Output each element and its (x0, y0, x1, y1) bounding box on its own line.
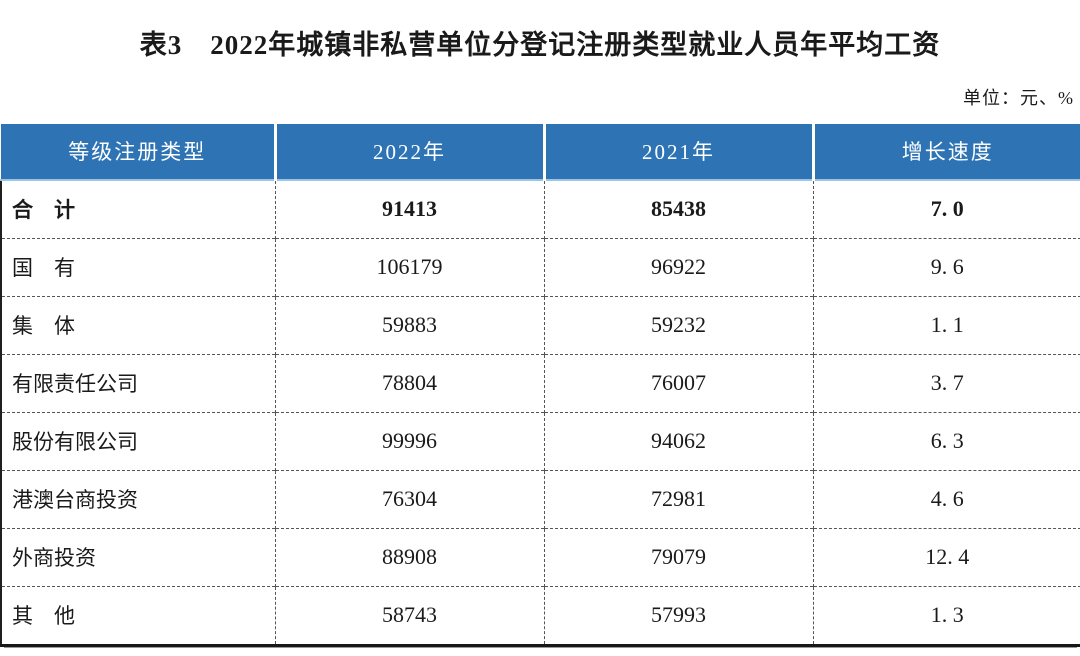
wage-table: 等级注册类型 2022年 2021年 增长速度 合 计 91413 85438 … (0, 123, 1080, 647)
cell-2022-value: 78804 (274, 353, 544, 412)
cell-2022-value: 88908 (274, 527, 544, 586)
column-header-growth: 增长速度 (811, 123, 1080, 181)
column-header-2021: 2021年 (542, 123, 813, 181)
cell-growth-rate: 9. 6 (812, 237, 1080, 296)
cell-2022-value: 91413 (274, 179, 544, 238)
cell-2022-value: 106179 (274, 237, 544, 296)
row-category: 股份有限公司 (0, 411, 275, 470)
table-header: 等级注册类型 2022年 2021年 增长速度 (1, 123, 1080, 181)
cell-2021-value: 76007 (543, 353, 813, 412)
table-row: 外商投资 88908 79079 12. 4 (0, 527, 1080, 586)
table-row: 股份有限公司 99996 94062 6. 3 (0, 411, 1080, 470)
column-header-2022: 2022年 (273, 123, 544, 181)
cell-2021-value: 59232 (543, 295, 813, 354)
row-category: 合 计 (0, 179, 275, 238)
cell-growth-rate: 4. 6 (812, 469, 1080, 528)
page-title: 表3 2022年城镇非私营单位分登记注册类型就业人员年平均工资 (139, 30, 941, 60)
row-category: 国 有 (0, 237, 275, 296)
table-row: 其 他 58743 57993 1. 3 (0, 585, 1080, 645)
row-category: 港澳台商投资 (0, 469, 275, 528)
table-body: 合 计 91413 85438 7. 0 国 有 106179 96922 9.… (0, 179, 1080, 645)
cell-2021-value: 72981 (543, 469, 813, 528)
cell-growth-rate: 3. 7 (812, 353, 1080, 412)
table-row: 国 有 106179 96922 9. 6 (0, 237, 1080, 296)
row-category: 外商投资 (0, 527, 275, 586)
row-category: 有限责任公司 (0, 353, 275, 412)
cell-2022-value: 99996 (274, 411, 544, 470)
cell-growth-rate: 7. 0 (812, 179, 1080, 238)
table-row: 有限责任公司 78804 76007 3. 7 (0, 353, 1080, 412)
cell-growth-rate: 6. 3 (812, 411, 1080, 470)
cell-2022-value: 76304 (274, 469, 544, 528)
cell-growth-rate: 1. 1 (812, 295, 1080, 354)
row-category: 其 他 (0, 585, 275, 645)
cell-2021-value: 85438 (543, 179, 813, 238)
table-header-row: 等级注册类型 2022年 2021年 增长速度 (1, 123, 1080, 181)
column-header-category: 等级注册类型 (1, 123, 275, 181)
cell-2022-value: 58743 (274, 585, 544, 645)
cell-2021-value: 94062 (543, 411, 813, 470)
cell-2021-value: 57993 (543, 585, 813, 645)
cell-2022-value: 59883 (274, 295, 544, 354)
table-row: 港澳台商投资 76304 72981 4. 6 (0, 469, 1080, 528)
cell-2021-value: 79079 (543, 527, 813, 586)
row-category: 集 体 (0, 295, 275, 354)
cell-growth-rate: 1. 3 (812, 585, 1080, 645)
cell-2021-value: 96922 (543, 237, 813, 296)
table-row: 合 计 91413 85438 7. 0 (0, 179, 1080, 238)
cell-growth-rate: 12. 4 (812, 527, 1080, 586)
table-row: 集 体 59883 59232 1. 1 (0, 295, 1080, 354)
unit-note: 单位：元、% (963, 87, 1074, 108)
